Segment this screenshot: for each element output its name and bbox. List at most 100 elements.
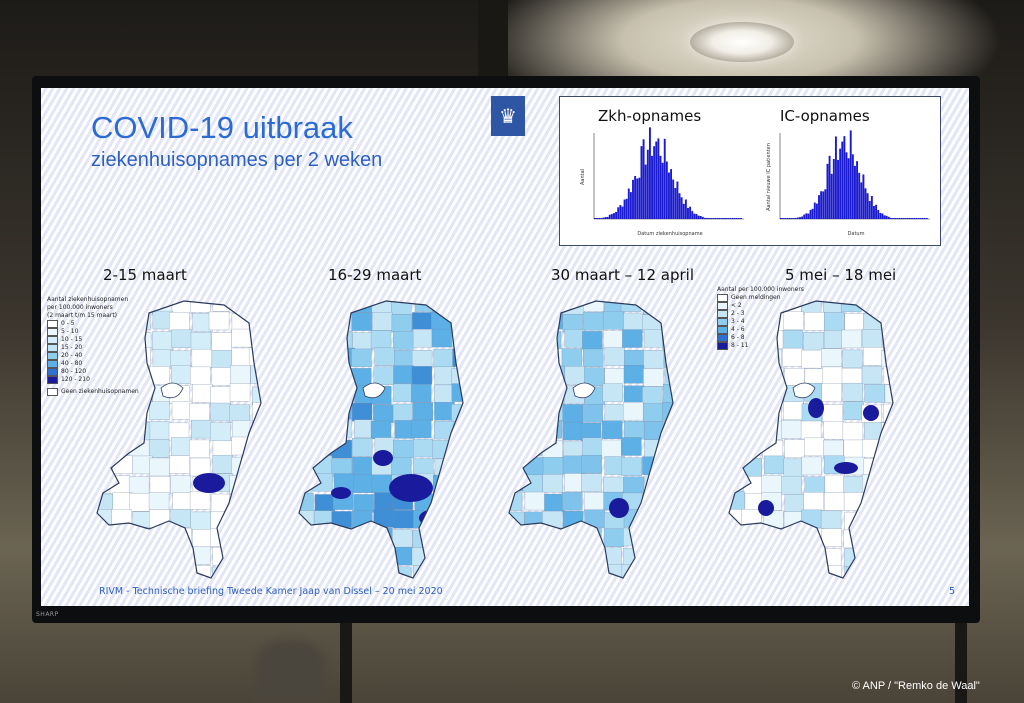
map-region (353, 474, 374, 493)
map-region (803, 546, 824, 565)
histogram-bar (839, 148, 842, 219)
map-region (252, 402, 261, 421)
map-region (351, 529, 372, 548)
histogram-bar (699, 216, 702, 219)
map-region (564, 547, 585, 566)
map-region (250, 510, 261, 530)
map-region (471, 476, 491, 494)
histogram-bar (925, 218, 928, 219)
map-region (663, 384, 673, 403)
map-region (561, 348, 583, 367)
map-region (623, 476, 645, 495)
map-region (603, 563, 624, 578)
histogram-bar (731, 218, 734, 219)
map-region (314, 494, 336, 513)
map-region (311, 330, 333, 350)
histogram-bar (900, 218, 903, 219)
map-region (801, 456, 823, 476)
histogram-bar (674, 187, 677, 219)
map-region (781, 527, 802, 546)
map-region (149, 421, 171, 440)
map-region (761, 565, 782, 578)
map-region (299, 349, 312, 368)
map-region (544, 365, 565, 385)
map-region (601, 547, 622, 566)
map-region (544, 581, 564, 583)
map-region (864, 493, 885, 513)
histogram-bar (849, 130, 852, 219)
histogram-bar (898, 218, 901, 219)
map-region (741, 437, 762, 456)
legend-swatch (47, 352, 58, 360)
histogram-bar (682, 203, 685, 219)
map-region (411, 350, 433, 369)
map-region (621, 457, 642, 476)
map-region (643, 368, 664, 387)
map-region (882, 563, 893, 578)
map-region (190, 511, 211, 531)
map-region (354, 546, 375, 565)
map-outline (298, 300, 464, 579)
map-region (863, 458, 885, 477)
map-region (822, 366, 843, 386)
map-region (803, 492, 824, 511)
map-region (97, 548, 113, 567)
map-region (434, 563, 456, 578)
map-region (863, 347, 884, 366)
map-region (681, 582, 701, 583)
map-region (822, 404, 843, 423)
legend-left-title: Aantal ziekenhuisopnamen (47, 296, 129, 303)
histogram-bar (625, 198, 628, 219)
map-region (643, 565, 665, 578)
map-region (192, 529, 213, 548)
map-region (684, 549, 701, 567)
histogram-bar (881, 213, 884, 219)
histogram-bar (786, 218, 789, 219)
map-region (864, 384, 885, 403)
histogram-bar (832, 159, 835, 219)
map-region (823, 421, 844, 440)
map-region (374, 492, 395, 511)
legend-left-item: 10 - 15 (47, 336, 139, 344)
map-region (109, 437, 130, 456)
monitor-brand: SHARP (36, 611, 59, 618)
map-region (623, 312, 644, 332)
histogram-bar (613, 213, 615, 219)
histogram-bar (722, 218, 725, 219)
map-region (272, 491, 279, 509)
map-region (272, 477, 279, 495)
map-region (192, 384, 213, 403)
histogram-bar (735, 218, 738, 219)
map-region (642, 456, 663, 475)
histogram-bar (856, 161, 859, 219)
map-region (231, 436, 252, 456)
legend-label: 3 - 4 (731, 318, 745, 325)
histogram-bar (902, 218, 905, 219)
map-region (431, 328, 453, 348)
map-region (372, 312, 393, 331)
map-region (804, 566, 825, 578)
histogram-bar (780, 218, 782, 219)
map-region (172, 492, 193, 511)
map-region (299, 314, 313, 333)
map-region (434, 420, 455, 440)
map-region (454, 474, 463, 493)
map-hotspot (834, 462, 858, 474)
histogram-bar (868, 200, 871, 219)
map-region (474, 331, 491, 349)
histogram-bar (811, 208, 814, 219)
map-region (270, 347, 279, 365)
map-region (729, 565, 743, 578)
map-region (128, 476, 150, 495)
map-region (352, 332, 373, 351)
legend-left-item: 5 - 10 (47, 328, 139, 336)
map-region (642, 386, 663, 405)
map-region (412, 328, 434, 348)
histogram-bar (854, 165, 856, 219)
legend-left-item: 15 - 20 (47, 344, 139, 352)
histogram-bar (691, 211, 694, 219)
map-region (602, 383, 623, 402)
map-hotspot (389, 474, 433, 502)
map-region (902, 349, 921, 367)
map-region (861, 329, 883, 348)
